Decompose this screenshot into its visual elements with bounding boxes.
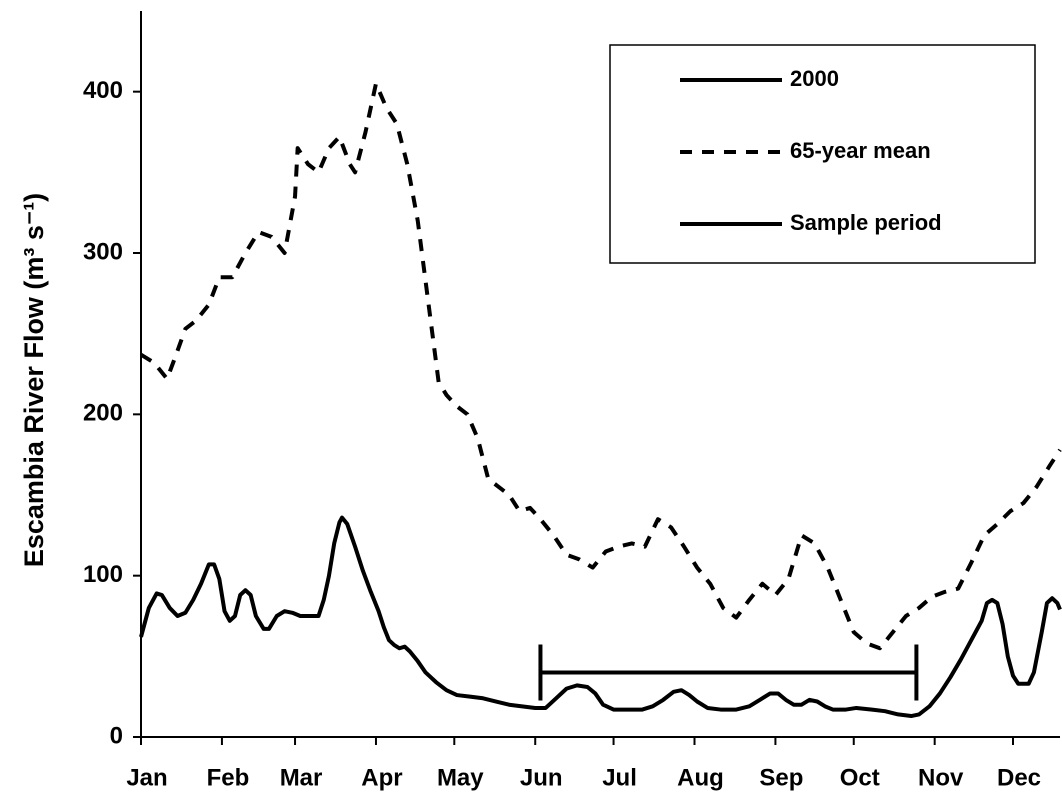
- legend-label: Sample period: [790, 210, 942, 235]
- x-tick-label: Feb: [207, 764, 250, 791]
- x-tick-label: Sep: [759, 764, 803, 791]
- x-tick-label: Aug: [677, 764, 724, 791]
- x-tick-label: Dec: [997, 764, 1041, 791]
- legend-label: 65-year mean: [790, 138, 931, 163]
- series-line: [139, 81, 1062, 651]
- y-tick-label: 200: [83, 400, 123, 427]
- x-tick-label: Mar: [280, 764, 323, 791]
- y-tick-label: 300: [83, 238, 123, 265]
- y-tick-label: 400: [83, 77, 123, 104]
- y-tick-label: 0: [110, 722, 123, 749]
- x-tick-label: Jun: [520, 764, 563, 791]
- x-tick-label: May: [437, 764, 484, 791]
- series-line: [139, 515, 1062, 719]
- y-tick-label: 100: [83, 561, 123, 588]
- legend-label: 2000: [790, 66, 839, 91]
- y-axis-title: Escambia River Flow (m³ s⁻¹): [19, 193, 49, 567]
- x-tick-label: Nov: [918, 764, 964, 791]
- x-tick-label: Apr: [361, 764, 402, 791]
- x-tick-label: Jan: [126, 764, 167, 791]
- x-tick-label: Jul: [602, 764, 637, 791]
- x-tick-label: Oct: [840, 764, 880, 791]
